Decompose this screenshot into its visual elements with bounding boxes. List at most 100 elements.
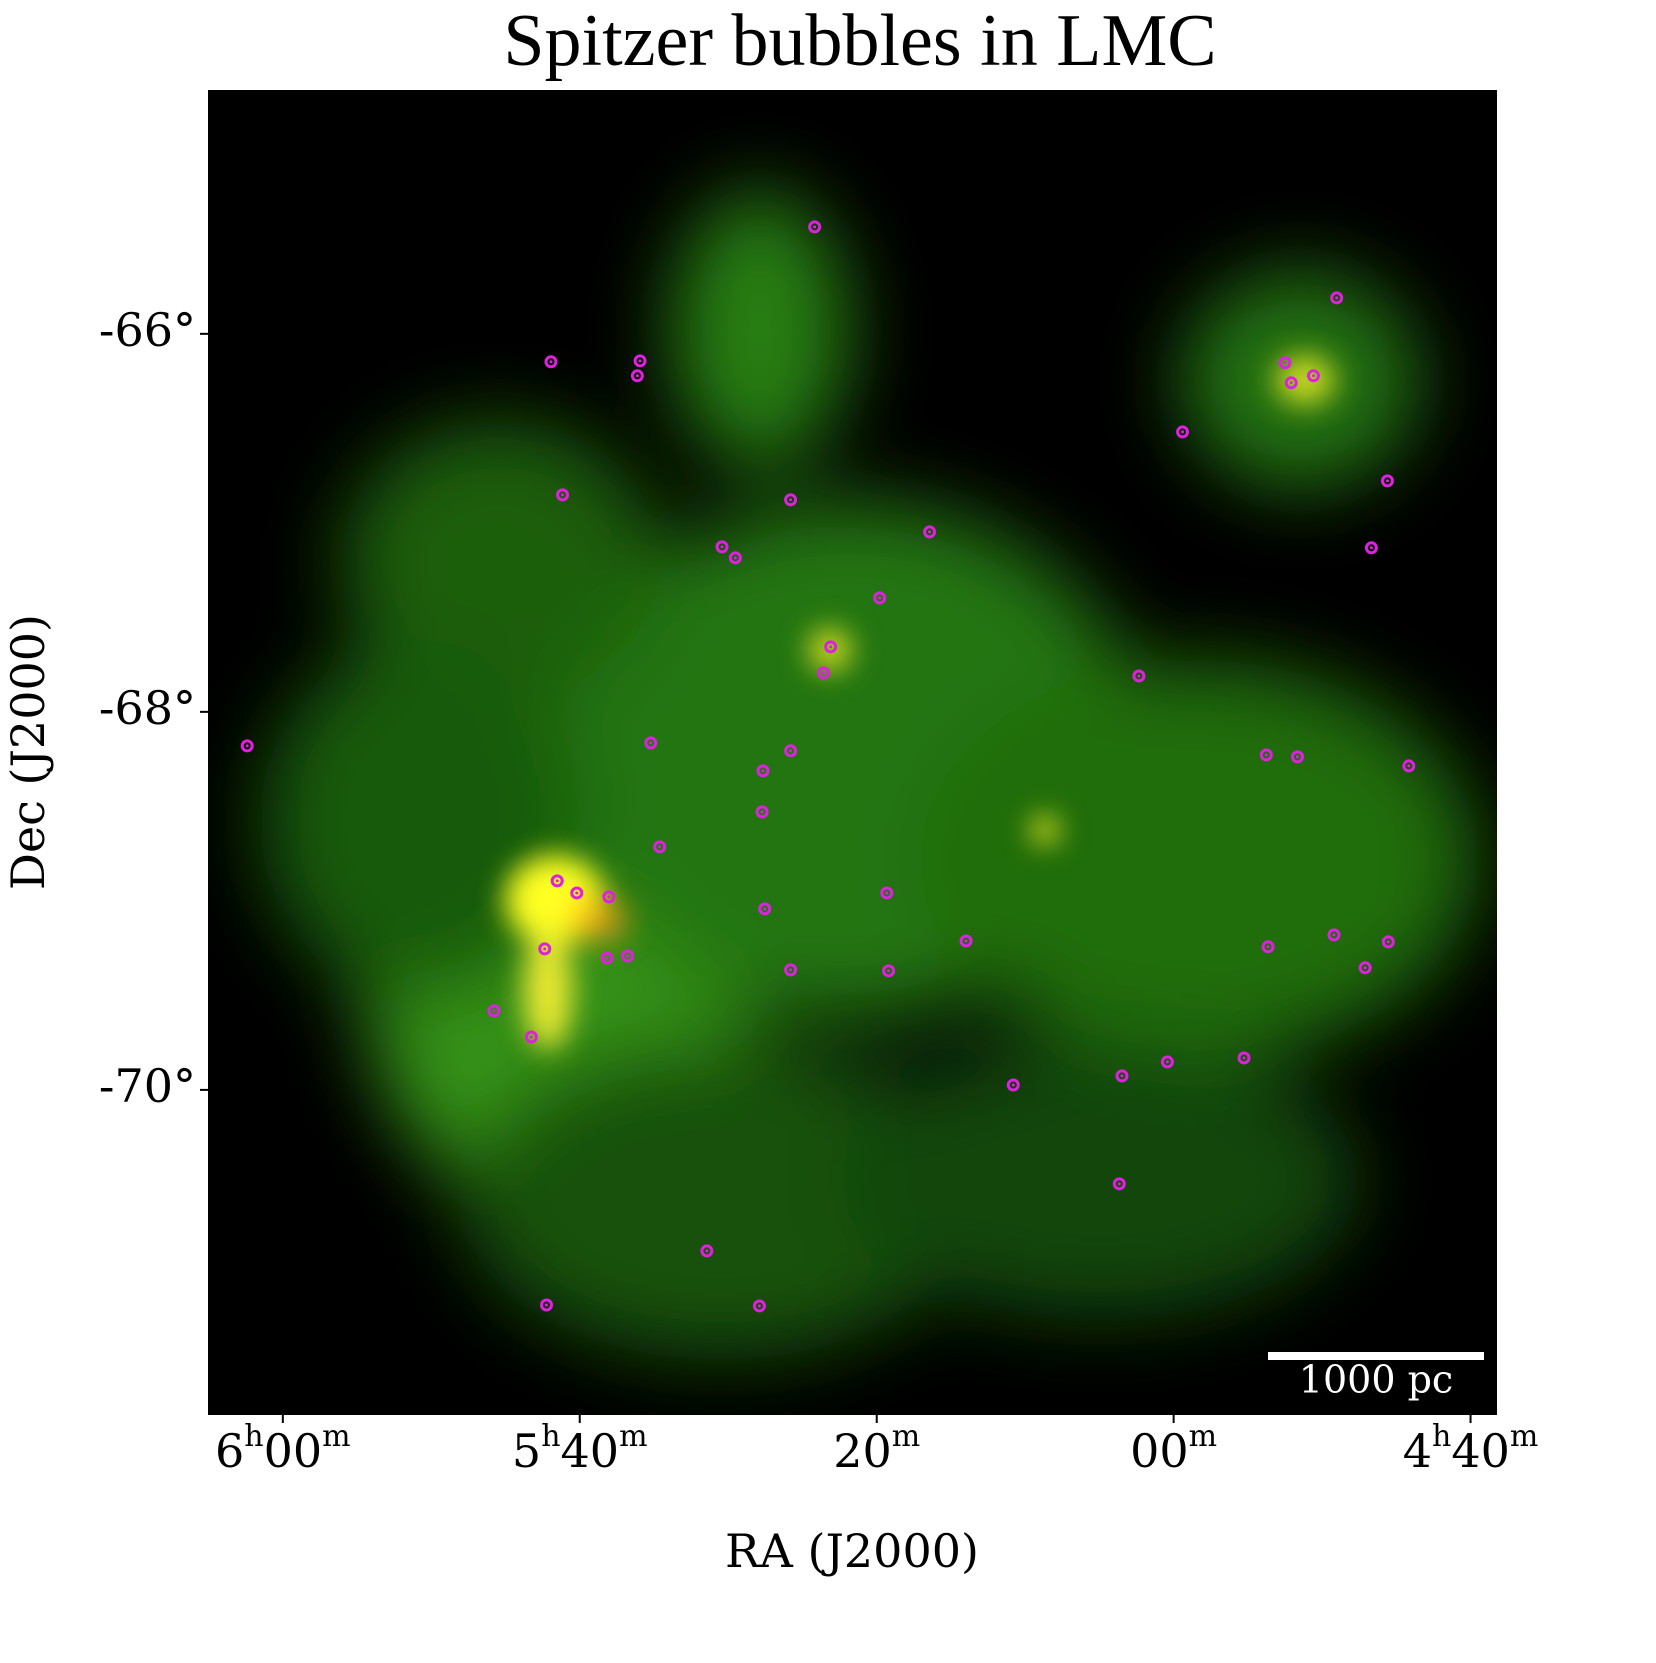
bubble bbox=[1115, 1069, 1129, 1083]
bubble-ring bbox=[880, 886, 894, 900]
bubble bbox=[621, 949, 635, 963]
bubble-ring bbox=[728, 551, 742, 565]
bubble-center bbox=[1289, 381, 1293, 385]
bubble bbox=[1290, 750, 1304, 764]
bubble-center bbox=[529, 1035, 533, 1039]
bubble bbox=[1261, 940, 1275, 954]
bubble-center bbox=[1181, 430, 1185, 434]
bubble-center bbox=[1332, 933, 1336, 937]
bubble-center bbox=[1117, 1182, 1121, 1186]
bubble-center bbox=[1295, 755, 1299, 759]
bubble-center bbox=[245, 744, 249, 748]
y-tick-label: -66° bbox=[99, 303, 196, 357]
bubble-center bbox=[789, 749, 793, 753]
bubble bbox=[544, 355, 558, 369]
bubble-center bbox=[822, 671, 826, 675]
bubble-ring bbox=[621, 949, 635, 963]
bubble-ring bbox=[1358, 961, 1372, 975]
bubble-center bbox=[789, 968, 793, 972]
chart-title: Spitzer bubbles in LMC bbox=[503, 0, 1216, 82]
bubble-ring bbox=[1402, 759, 1416, 773]
bubble-ring bbox=[882, 964, 896, 978]
bubble-center bbox=[887, 969, 891, 973]
bubble-ring bbox=[538, 942, 552, 956]
bubble-center bbox=[545, 1303, 549, 1307]
bubble-center bbox=[720, 545, 724, 549]
bubble bbox=[728, 551, 742, 565]
bubble-center bbox=[607, 895, 611, 899]
bubble bbox=[1278, 356, 1292, 370]
bubble-center bbox=[789, 498, 793, 502]
bubble-ring bbox=[1176, 425, 1190, 439]
bubble-center bbox=[885, 891, 889, 895]
bubble bbox=[1006, 1078, 1020, 1092]
bubble-ring bbox=[633, 354, 647, 368]
bubble bbox=[784, 493, 798, 507]
bubble bbox=[550, 874, 564, 888]
bubble bbox=[1380, 474, 1394, 488]
bubble bbox=[556, 488, 570, 502]
bubble-ring bbox=[602, 890, 616, 904]
bubble-ring bbox=[1284, 376, 1298, 390]
bubble-ring bbox=[784, 493, 798, 507]
bubble-center bbox=[829, 645, 833, 649]
bubble bbox=[1327, 928, 1341, 942]
bubble-center bbox=[1011, 1083, 1015, 1087]
bubble-center bbox=[763, 907, 767, 911]
bubble-center bbox=[555, 879, 559, 883]
bubble-center bbox=[757, 1304, 761, 1308]
bubble bbox=[644, 736, 658, 750]
bubble-ring bbox=[644, 736, 658, 750]
bubble-ring bbox=[784, 744, 798, 758]
bubble-center bbox=[813, 225, 817, 229]
bubble-ring bbox=[540, 1298, 554, 1312]
bubble-center bbox=[1386, 940, 1390, 944]
y-axis-label: Dec (J2000) bbox=[1, 614, 55, 890]
bubble-ring bbox=[808, 220, 822, 234]
x-tick-label: 00m bbox=[1130, 1419, 1217, 1479]
sky-image bbox=[208, 90, 1497, 1415]
bubble bbox=[755, 805, 769, 819]
bubble-center bbox=[1137, 674, 1141, 678]
bubble-ring bbox=[824, 640, 838, 654]
bubble-center bbox=[649, 741, 653, 745]
bubble-ring bbox=[653, 840, 667, 854]
bubble bbox=[1176, 425, 1190, 439]
bubble bbox=[824, 640, 838, 654]
bubble bbox=[784, 744, 798, 758]
bubble bbox=[540, 1298, 554, 1312]
x-tick-label: 20m bbox=[833, 1419, 920, 1479]
bubble-center bbox=[733, 556, 737, 560]
bubble-ring bbox=[1261, 940, 1275, 954]
y-tick-label: -68° bbox=[99, 681, 196, 735]
bubble bbox=[817, 666, 831, 680]
bubble bbox=[1284, 376, 1298, 390]
bubble-ring bbox=[1380, 474, 1394, 488]
bubble bbox=[715, 540, 729, 554]
bubble bbox=[758, 902, 772, 916]
bubble-ring bbox=[755, 805, 769, 819]
bubble bbox=[538, 942, 552, 956]
bubble-ring bbox=[1364, 541, 1378, 555]
bubble-center bbox=[1363, 966, 1367, 970]
bubble-center bbox=[761, 769, 765, 773]
bubble-ring bbox=[1330, 291, 1344, 305]
y-tick-label: -70° bbox=[99, 1059, 196, 1113]
bubble-ring bbox=[1112, 1177, 1126, 1191]
bubble-ring bbox=[544, 355, 558, 369]
bubble-center bbox=[543, 947, 547, 951]
bubble bbox=[653, 840, 667, 854]
bubble bbox=[1381, 935, 1395, 949]
bubble-ring bbox=[1132, 669, 1146, 683]
bubble-ring bbox=[1115, 1069, 1129, 1083]
bubble-ring bbox=[630, 369, 644, 383]
bubble-center bbox=[1165, 1060, 1169, 1064]
bubble-ring bbox=[784, 963, 798, 977]
bubble-center bbox=[626, 954, 630, 958]
bubble bbox=[1132, 669, 1146, 683]
bubble-ring bbox=[758, 902, 772, 916]
bubble-center bbox=[575, 891, 579, 895]
bubble bbox=[524, 1030, 538, 1044]
bubble-center bbox=[705, 1249, 709, 1253]
